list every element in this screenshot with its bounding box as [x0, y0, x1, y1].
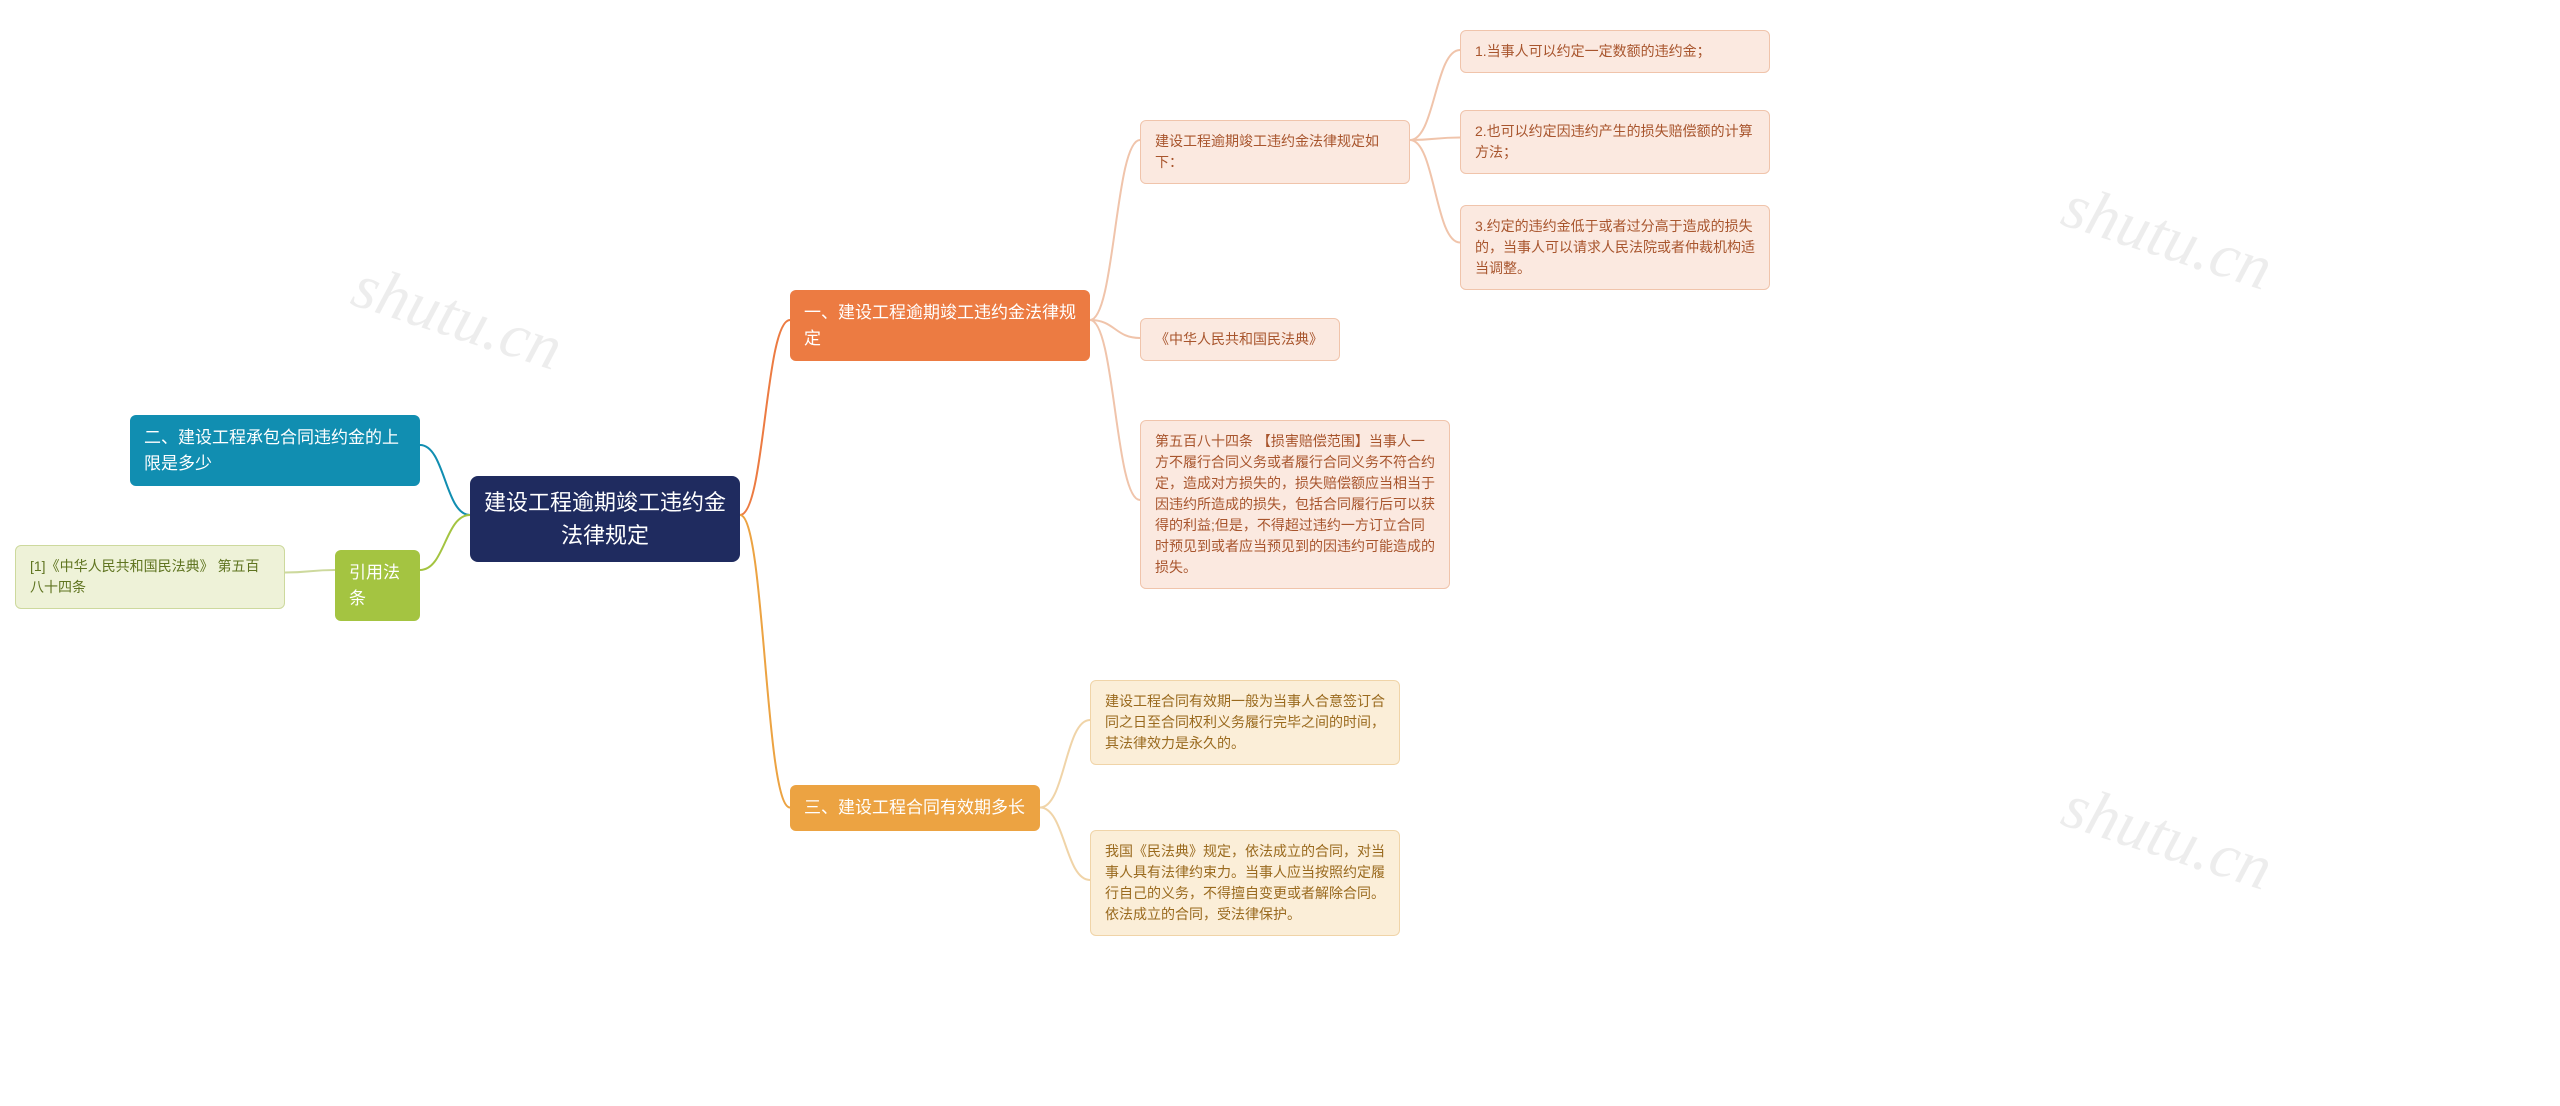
- root-node-label: 建设工程逾期竣工违约金法律规定: [484, 486, 726, 552]
- leaf-r1a2-label: 2.也可以约定因违约产生的损失赔偿额的计算方法；: [1475, 121, 1755, 163]
- leaf-r2b: 我国《民法典》规定，依法成立的合同，对当事人具有法律约束力。当事人应当按照约定履…: [1090, 830, 1400, 936]
- leaf-r2a: 建设工程合同有效期一般为当事人合意签订合同之日至合同权利义务履行完毕之间的时间，…: [1090, 680, 1400, 765]
- leaf-r1b: 《中华人民共和国民法典》: [1140, 318, 1340, 361]
- leaf-r1c: 第五百八十四条 【损害赔偿范围】当事人一方不履行合同义务或者履行合同义务不符合约…: [1140, 420, 1450, 589]
- leaf-l2a: [1]《中华人民共和国民法典》 第五百八十四条: [15, 545, 285, 609]
- watermark: shutu.cn: [344, 249, 571, 386]
- leaf-r1a2: 2.也可以约定因违约产生的损失赔偿额的计算方法；: [1460, 110, 1770, 174]
- branch-l1-label: 二、建设工程承包合同违约金的上限是多少: [144, 425, 406, 476]
- leaf-r1c-label: 第五百八十四条 【损害赔偿范围】当事人一方不履行合同义务或者履行合同义务不符合约…: [1155, 431, 1435, 578]
- branch-r2: 三、建设工程合同有效期多长: [790, 785, 1040, 831]
- leaf-r2b-label: 我国《民法典》规定，依法成立的合同，对当事人具有法律约束力。当事人应当按照约定履…: [1105, 841, 1385, 925]
- branch-r1: 一、建设工程逾期竣工违约金法律规定: [790, 290, 1090, 361]
- leaf-r1a3: 3.约定的违约金低于或者过分高于造成的损失的，当事人可以请求人民法院或者仲裁机构…: [1460, 205, 1770, 290]
- leaf-l2a-label: [1]《中华人民共和国民法典》 第五百八十四条: [30, 556, 270, 598]
- watermark: shutu.cn: [2054, 769, 2281, 906]
- watermark: shutu.cn: [2054, 169, 2281, 306]
- branch-r1-label: 一、建设工程逾期竣工违约金法律规定: [804, 300, 1076, 351]
- branch-l2: 引用法条: [335, 550, 420, 621]
- leaf-r1a3-label: 3.约定的违约金低于或者过分高于造成的损失的，当事人可以请求人民法院或者仲裁机构…: [1475, 216, 1755, 279]
- branch-r2-label: 三、建设工程合同有效期多长: [804, 795, 1025, 821]
- leaf-r1a1: 1.当事人可以约定一定数额的违约金；: [1460, 30, 1770, 73]
- branch-l2-label: 引用法条: [349, 560, 406, 611]
- branch-l1: 二、建设工程承包合同违约金的上限是多少: [130, 415, 420, 486]
- leaf-r1a-label: 建设工程逾期竣工违约金法律规定如下：: [1155, 131, 1395, 173]
- root-node: 建设工程逾期竣工违约金法律规定: [470, 476, 740, 562]
- leaf-r1a1-label: 1.当事人可以约定一定数额的违约金；: [1475, 41, 1711, 62]
- leaf-r1a: 建设工程逾期竣工违约金法律规定如下：: [1140, 120, 1410, 184]
- leaf-r1b-label: 《中华人民共和国民法典》: [1155, 329, 1323, 350]
- leaf-r2a-label: 建设工程合同有效期一般为当事人合意签订合同之日至合同权利义务履行完毕之间的时间，…: [1105, 691, 1385, 754]
